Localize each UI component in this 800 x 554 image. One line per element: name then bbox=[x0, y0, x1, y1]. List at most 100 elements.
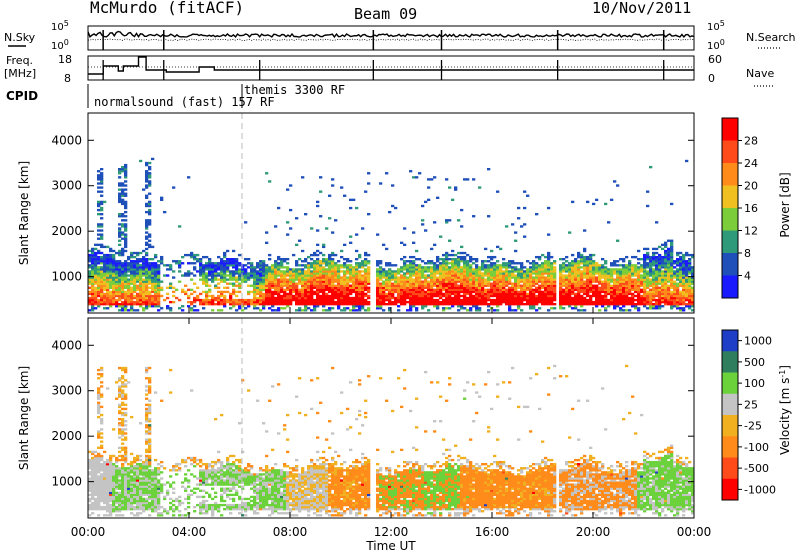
power-cell bbox=[658, 278, 662, 281]
power-cell bbox=[145, 305, 149, 308]
power-cell bbox=[88, 253, 92, 257]
power-cell bbox=[352, 298, 356, 302]
power-cell bbox=[106, 245, 110, 249]
date-label: 10/Nov/2011 bbox=[592, 0, 691, 17]
power-cell bbox=[100, 255, 104, 259]
power-cell bbox=[376, 298, 380, 302]
power-cell bbox=[376, 294, 380, 298]
power-cell bbox=[460, 276, 464, 279]
power-cell bbox=[496, 294, 500, 298]
velocity-cell bbox=[94, 499, 98, 503]
power-cell bbox=[433, 264, 437, 267]
power-cell bbox=[577, 270, 581, 273]
power-cell bbox=[154, 300, 158, 304]
power-cell bbox=[685, 280, 689, 283]
power-cell bbox=[631, 303, 635, 306]
velocity-cell bbox=[88, 487, 92, 490]
power-cell bbox=[94, 264, 98, 267]
power-cell bbox=[601, 284, 605, 287]
power-cell bbox=[484, 292, 488, 296]
power-cell bbox=[523, 290, 527, 294]
power-cell bbox=[172, 300, 176, 304]
power-cell bbox=[253, 282, 257, 285]
power-cell bbox=[115, 303, 119, 306]
power-cell bbox=[358, 303, 362, 306]
power-cell bbox=[652, 272, 656, 275]
velocity-cell bbox=[112, 475, 116, 478]
power-cell bbox=[307, 300, 311, 304]
power-cell bbox=[115, 262, 119, 265]
power-cell bbox=[667, 300, 671, 304]
power-cell bbox=[514, 278, 518, 281]
power-cell bbox=[190, 309, 194, 312]
power-cell bbox=[571, 292, 575, 296]
power-cell bbox=[247, 292, 251, 296]
velocity-cell bbox=[121, 483, 125, 486]
power-cell bbox=[691, 270, 695, 273]
power-cell bbox=[661, 264, 665, 267]
power-cell bbox=[688, 264, 692, 267]
power-cell bbox=[412, 305, 416, 308]
power-cell bbox=[262, 270, 266, 273]
power-cell bbox=[598, 300, 602, 304]
power-cell bbox=[334, 278, 338, 281]
power-cell bbox=[667, 239, 671, 242]
power-cell bbox=[547, 264, 551, 267]
power-cell bbox=[157, 290, 161, 294]
power-cell bbox=[319, 264, 323, 267]
power-cell bbox=[616, 264, 620, 267]
velocity-cell bbox=[106, 499, 110, 503]
power-cell bbox=[136, 278, 140, 281]
power-cell bbox=[538, 294, 542, 298]
power-cell bbox=[577, 260, 581, 263]
power-cell bbox=[118, 182, 122, 185]
power-cell bbox=[640, 298, 644, 302]
power-cell bbox=[454, 262, 458, 265]
velocity-cell bbox=[121, 501, 125, 505]
power-cell bbox=[388, 284, 392, 287]
power-cell bbox=[328, 307, 332, 310]
power-cell bbox=[517, 262, 521, 265]
power-cell bbox=[244, 276, 248, 279]
power-cell bbox=[691, 303, 695, 306]
power-cell bbox=[385, 296, 389, 300]
power-cell bbox=[634, 290, 638, 294]
power-cell bbox=[346, 284, 350, 287]
power-cell bbox=[496, 260, 500, 263]
power-cell bbox=[553, 307, 557, 310]
power-cell bbox=[670, 296, 674, 300]
power-cell bbox=[133, 255, 137, 259]
power-cell bbox=[682, 286, 686, 289]
power-cell bbox=[667, 274, 671, 277]
power-cell bbox=[670, 282, 674, 285]
power-cell bbox=[97, 251, 101, 255]
power-cell bbox=[304, 309, 308, 312]
power-cell bbox=[361, 276, 365, 279]
power-cell bbox=[106, 278, 110, 281]
power-cell bbox=[154, 282, 158, 285]
power-cell bbox=[220, 274, 224, 277]
power-cell bbox=[142, 272, 146, 275]
power-cell bbox=[562, 258, 566, 261]
power-cell bbox=[367, 286, 371, 289]
power-cell bbox=[379, 182, 383, 185]
power-cell bbox=[310, 253, 314, 257]
power-cell bbox=[223, 266, 227, 269]
power-cell bbox=[307, 270, 311, 273]
power-cell bbox=[685, 286, 689, 289]
power-cell bbox=[91, 294, 95, 298]
power-cell bbox=[661, 298, 665, 302]
power-cell bbox=[355, 274, 359, 277]
power-cell bbox=[385, 270, 389, 273]
power-cell bbox=[463, 270, 467, 273]
noise-right-tick-bottom: 100 bbox=[707, 38, 725, 53]
power-cell bbox=[130, 298, 134, 302]
power-cell bbox=[628, 274, 632, 277]
power-cell bbox=[475, 268, 479, 271]
power-cell bbox=[259, 278, 263, 281]
power-cell bbox=[268, 253, 272, 257]
power-cell bbox=[571, 272, 575, 275]
power-cell bbox=[412, 270, 416, 273]
power-cell bbox=[661, 274, 665, 277]
